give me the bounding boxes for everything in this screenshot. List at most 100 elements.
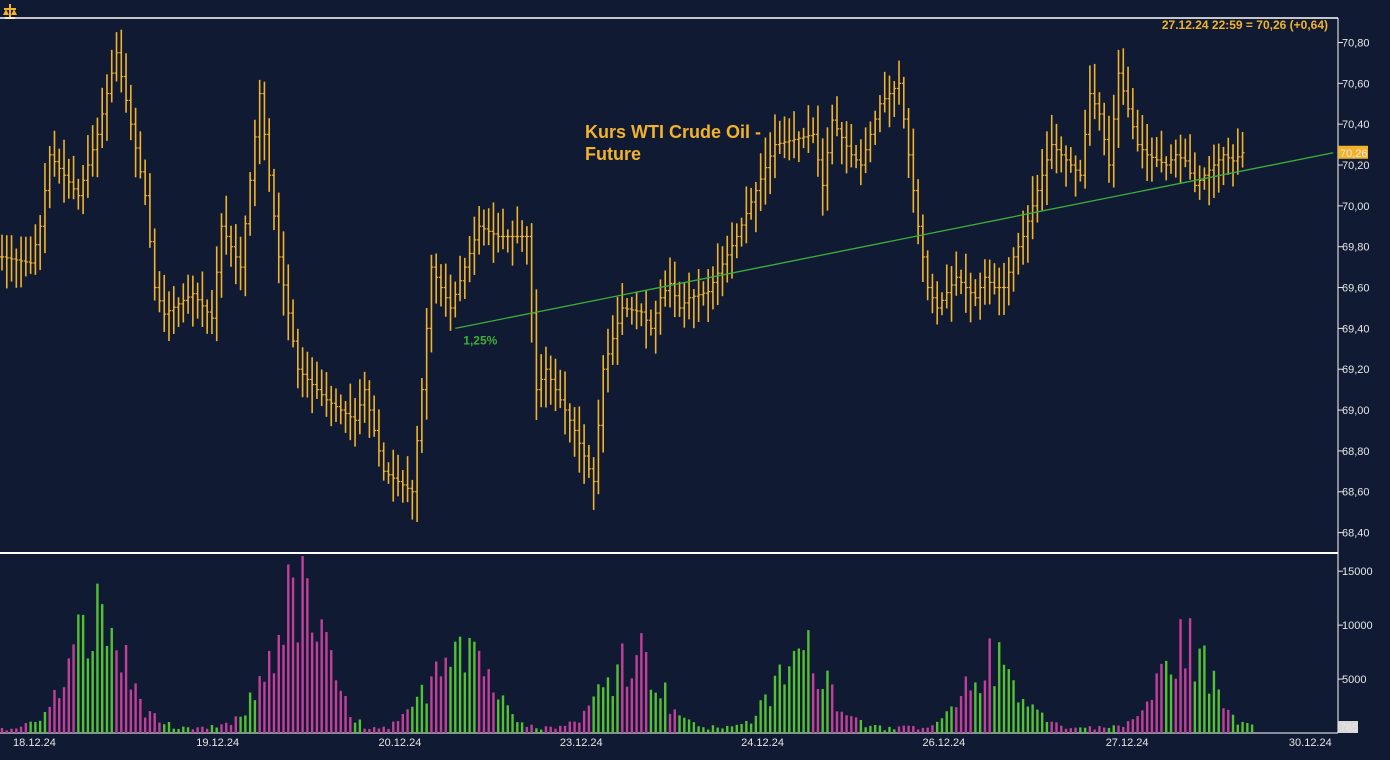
price-bar bbox=[992, 263, 997, 295]
last-price-label: 70,26 bbox=[1340, 148, 1368, 160]
volume-bar bbox=[516, 722, 519, 733]
volume-bar bbox=[253, 700, 257, 733]
volume-bar bbox=[859, 720, 863, 733]
price-bar bbox=[305, 351, 310, 398]
price-bar bbox=[601, 355, 606, 453]
price-bar bbox=[496, 212, 501, 253]
price-bar bbox=[243, 215, 248, 297]
price-bar bbox=[897, 60, 902, 105]
price-bar bbox=[138, 131, 143, 179]
volume-bar bbox=[730, 726, 734, 733]
volume-bar bbox=[683, 717, 686, 733]
price-bar bbox=[906, 108, 911, 179]
date-tick-label: 26.12.24 bbox=[922, 737, 965, 749]
volume-bar bbox=[1040, 712, 1044, 733]
price-bar bbox=[572, 407, 577, 457]
volume-bar bbox=[549, 726, 552, 733]
price-bar bbox=[486, 208, 491, 246]
price-bar bbox=[582, 424, 587, 484]
volume-bar bbox=[873, 724, 877, 733]
volume-bar bbox=[778, 664, 781, 733]
volume-bar bbox=[1250, 724, 1254, 733]
volume-bar bbox=[244, 715, 247, 733]
volume-bar bbox=[282, 644, 285, 733]
volume-bar bbox=[1069, 728, 1072, 733]
price-bar bbox=[982, 259, 987, 305]
volume-bar bbox=[745, 720, 748, 733]
volume-bar bbox=[1093, 729, 1096, 733]
price-bar bbox=[405, 456, 410, 503]
trend-line[interactable] bbox=[455, 152, 1334, 330]
price-bar bbox=[391, 449, 396, 502]
price-bar bbox=[648, 309, 653, 336]
price-bar bbox=[376, 409, 381, 467]
volume-bar bbox=[964, 676, 968, 733]
price-bar bbox=[501, 208, 505, 250]
volume-bar bbox=[578, 722, 581, 733]
volume-bar bbox=[153, 713, 156, 733]
volume-bar bbox=[716, 727, 719, 733]
price-bar bbox=[71, 155, 76, 200]
volume-bar bbox=[215, 727, 218, 733]
volume-bar bbox=[339, 690, 342, 733]
volume-bar bbox=[1207, 693, 1211, 733]
price-bar bbox=[1035, 174, 1040, 223]
price-bar bbox=[925, 250, 930, 301]
volume-bar bbox=[115, 650, 118, 733]
volume-bar bbox=[1017, 702, 1020, 733]
price-bar bbox=[916, 179, 921, 245]
volume-bar bbox=[916, 729, 920, 733]
volume-bar bbox=[377, 728, 381, 733]
volume-bar bbox=[597, 684, 600, 733]
price-bar bbox=[1226, 137, 1231, 175]
price-bar bbox=[143, 159, 148, 206]
price-bar bbox=[1111, 94, 1116, 188]
price-bar bbox=[410, 479, 415, 520]
price-bar bbox=[715, 243, 720, 306]
volume-bar bbox=[649, 689, 653, 733]
volume-tick-label: 10000 bbox=[1342, 620, 1373, 632]
price-bar bbox=[190, 275, 195, 327]
price-bar bbox=[1068, 147, 1073, 173]
volume-bar bbox=[406, 709, 409, 733]
volume-bar bbox=[764, 694, 767, 733]
volume-bar bbox=[592, 696, 595, 733]
price-bar bbox=[911, 128, 916, 213]
price-bar bbox=[104, 74, 109, 141]
price-tick-label: 70,80 bbox=[1342, 38, 1370, 50]
price-bar bbox=[295, 328, 300, 389]
price-bar bbox=[792, 111, 797, 159]
price-bar bbox=[877, 95, 882, 133]
price-bar bbox=[930, 273, 935, 314]
price-bar bbox=[835, 96, 839, 137]
price-tick-label: 69,20 bbox=[1342, 364, 1370, 376]
volume-bar bbox=[811, 673, 815, 733]
price-bar bbox=[520, 220, 525, 252]
price-bar bbox=[739, 217, 744, 247]
date-axis: 18.12.24 19.12.24 20.12.24 23.12.24 24.12.24… bbox=[13, 737, 1332, 749]
volume-bar bbox=[625, 686, 629, 733]
volume-bar bbox=[735, 724, 738, 733]
volume-bar bbox=[1083, 727, 1087, 733]
volume-bar bbox=[330, 650, 333, 733]
price-bar bbox=[167, 291, 171, 341]
volume-bar bbox=[210, 724, 214, 733]
price-bar bbox=[252, 119, 257, 207]
volume-bar bbox=[582, 710, 586, 733]
volume-bar bbox=[387, 728, 390, 733]
volume-bar bbox=[363, 728, 366, 733]
price-bar bbox=[997, 267, 1002, 316]
volume-bar bbox=[1141, 710, 1144, 733]
price-bar bbox=[372, 395, 377, 437]
volume-bar bbox=[783, 684, 786, 733]
last-volume-label: 765 bbox=[1340, 722, 1358, 734]
price-bar bbox=[481, 209, 486, 246]
price-bar bbox=[801, 127, 806, 149]
volume-bar bbox=[888, 726, 891, 733]
price-bar bbox=[539, 354, 544, 408]
price-bar bbox=[734, 223, 739, 259]
volume-bar bbox=[86, 658, 90, 733]
volume-bar bbox=[139, 698, 142, 733]
price-bar bbox=[768, 132, 773, 195]
price-bar bbox=[257, 79, 262, 165]
